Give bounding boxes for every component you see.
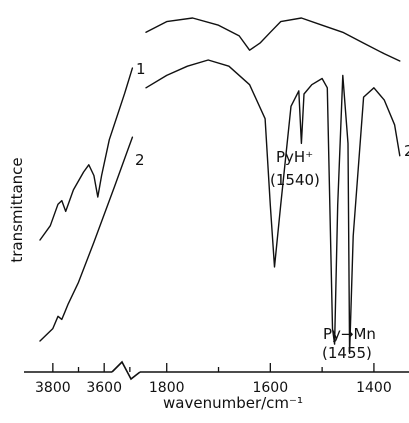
- chart-labels: transmittance wavenumber/cm⁻¹ 1 2 2 PyH⁺…: [8, 60, 409, 412]
- series-2-trace-left: [39, 136, 134, 342]
- annotation-pymn-label: Py→Mn: [323, 325, 376, 343]
- x-tick-label-3600: 3600: [86, 380, 122, 396]
- annotation-pyh-wavenumber: (1540): [270, 171, 320, 189]
- x-tick-label-1600: 1600: [252, 380, 288, 396]
- x-axis-break: [111, 360, 141, 381]
- series-1-trace-left: [39, 67, 134, 241]
- x-tick-label-1800: 1800: [149, 380, 185, 396]
- x-axis-label: wavenumber/cm⁻¹: [163, 394, 303, 412]
- series-2-right-label: 2: [404, 142, 409, 160]
- series-2-trace-right: [145, 59, 401, 355]
- y-axis-label: transmittance: [8, 157, 26, 262]
- series-1-trace-right: [145, 17, 401, 62]
- x-tick-label-3800: 3800: [35, 380, 71, 396]
- annotation-pyh-label: PyH⁺: [276, 148, 313, 166]
- series-2-label: 2: [135, 151, 145, 169]
- series-1-label: 1: [136, 60, 146, 78]
- x-tick-label-1400: 1400: [356, 380, 392, 396]
- x-axis: 3800 3600 1800 1600 1400: [24, 360, 409, 396]
- spectrum-curves: [39, 17, 401, 355]
- annotation-pymn-wavenumber: (1455): [322, 344, 372, 362]
